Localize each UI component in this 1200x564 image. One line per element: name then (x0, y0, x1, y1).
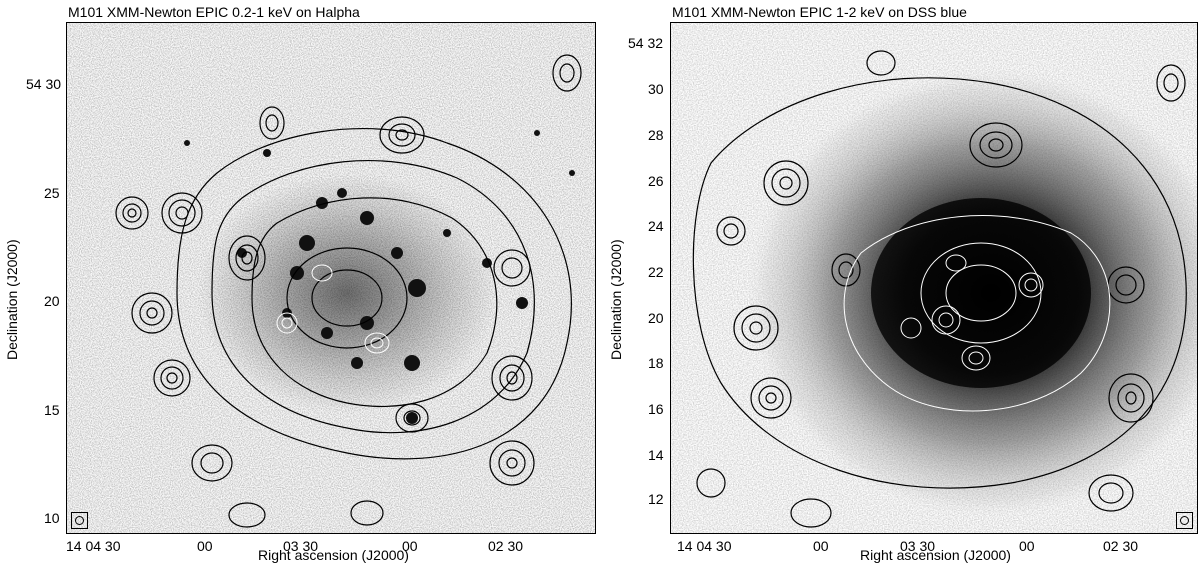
right-ytick-6: 20 (648, 310, 664, 326)
left-xtick-1: 00 (197, 538, 213, 554)
right-ytick-2: 28 (648, 127, 664, 143)
left-beam-circle-icon (71, 512, 88, 529)
left-xtick-4: 02 30 (488, 538, 524, 554)
left-ytick-3: 15 (44, 402, 60, 418)
left-ytick-1: 25 (44, 185, 60, 201)
left-image-frame (66, 22, 596, 534)
right-panel-title: M101 XMM-Newton EPIC 1-2 keV on DSS blue (672, 4, 967, 20)
left-galaxy-core (197, 173, 497, 413)
right-ytick-8: 16 (648, 401, 664, 417)
left-inner-white-contours (276, 264, 390, 354)
left-xtick-0: 14 04 30 (66, 538, 121, 554)
right-xtick-2: 03 30 (900, 538, 936, 554)
left-xtick-2: 03 30 (283, 538, 319, 554)
right-ytick-4: 24 (648, 218, 664, 234)
right-galaxy-core (871, 198, 1091, 388)
left-ytick-4: 10 (44, 510, 60, 526)
right-ylabel: Declination (J2000) (608, 239, 624, 360)
left-xtick-3: 00 (402, 538, 418, 554)
right-xtick-0: 14 04 30 (677, 538, 732, 554)
right-ytick-7: 18 (648, 355, 664, 371)
right-image-frame (670, 22, 1198, 534)
right-white-contours (843, 215, 1111, 412)
right-black-contours (692, 50, 1187, 528)
right-beam-circle-icon (1176, 512, 1193, 529)
left-contour-map (67, 23, 595, 533)
right-xtick-4: 02 30 (1103, 538, 1139, 554)
left-hii-regions (184, 130, 575, 424)
left-ytick-0: 54 30 (26, 76, 62, 92)
right-xtick-3: 00 (1019, 538, 1035, 554)
right-contour-map (671, 23, 1197, 533)
right-ytick-3: 26 (648, 173, 664, 189)
right-xtick-1: 00 (813, 538, 829, 554)
right-ytick-1: 30 (648, 81, 664, 97)
left-xlabel: Right ascension (J2000) (258, 547, 409, 563)
right-ytick-0: 54 32 (628, 35, 664, 51)
right-ytick-5: 22 (648, 264, 664, 280)
left-xray-contours (115, 54, 582, 528)
left-panel-title: M101 XMM-Newton EPIC 0.2-1 keV on Halpha (68, 4, 360, 20)
left-ytick-2: 20 (44, 293, 60, 309)
left-ylabel: Declination (J2000) (4, 239, 20, 360)
right-ytick-10: 12 (648, 491, 664, 507)
right-ytick-9: 14 (648, 447, 664, 463)
right-xlabel: Right ascension (J2000) (860, 547, 1011, 563)
